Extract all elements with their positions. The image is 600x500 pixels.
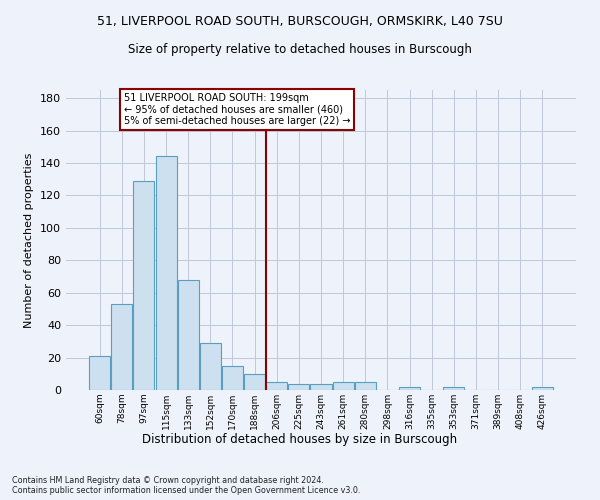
- Bar: [289, 384, 310, 390]
- Bar: [310, 384, 332, 390]
- Y-axis label: Number of detached properties: Number of detached properties: [25, 152, 34, 328]
- Text: Distribution of detached houses by size in Burscough: Distribution of detached houses by size …: [142, 432, 458, 446]
- Bar: [355, 382, 376, 390]
- Bar: [200, 343, 221, 390]
- Bar: [178, 280, 199, 390]
- Bar: [443, 387, 464, 390]
- Bar: [532, 387, 553, 390]
- Text: Contains HM Land Registry data © Crown copyright and database right 2024.
Contai: Contains HM Land Registry data © Crown c…: [12, 476, 361, 495]
- Bar: [112, 304, 133, 390]
- Bar: [244, 374, 265, 390]
- Bar: [332, 382, 353, 390]
- Bar: [89, 356, 110, 390]
- Bar: [133, 181, 154, 390]
- Text: Size of property relative to detached houses in Burscough: Size of property relative to detached ho…: [128, 42, 472, 56]
- Bar: [399, 387, 420, 390]
- Bar: [155, 156, 176, 390]
- Bar: [222, 366, 243, 390]
- Bar: [266, 382, 287, 390]
- Text: 51, LIVERPOOL ROAD SOUTH, BURSCOUGH, ORMSKIRK, L40 7SU: 51, LIVERPOOL ROAD SOUTH, BURSCOUGH, ORM…: [97, 15, 503, 28]
- Text: 51 LIVERPOOL ROAD SOUTH: 199sqm
← 95% of detached houses are smaller (460)
5% of: 51 LIVERPOOL ROAD SOUTH: 199sqm ← 95% of…: [124, 93, 350, 126]
